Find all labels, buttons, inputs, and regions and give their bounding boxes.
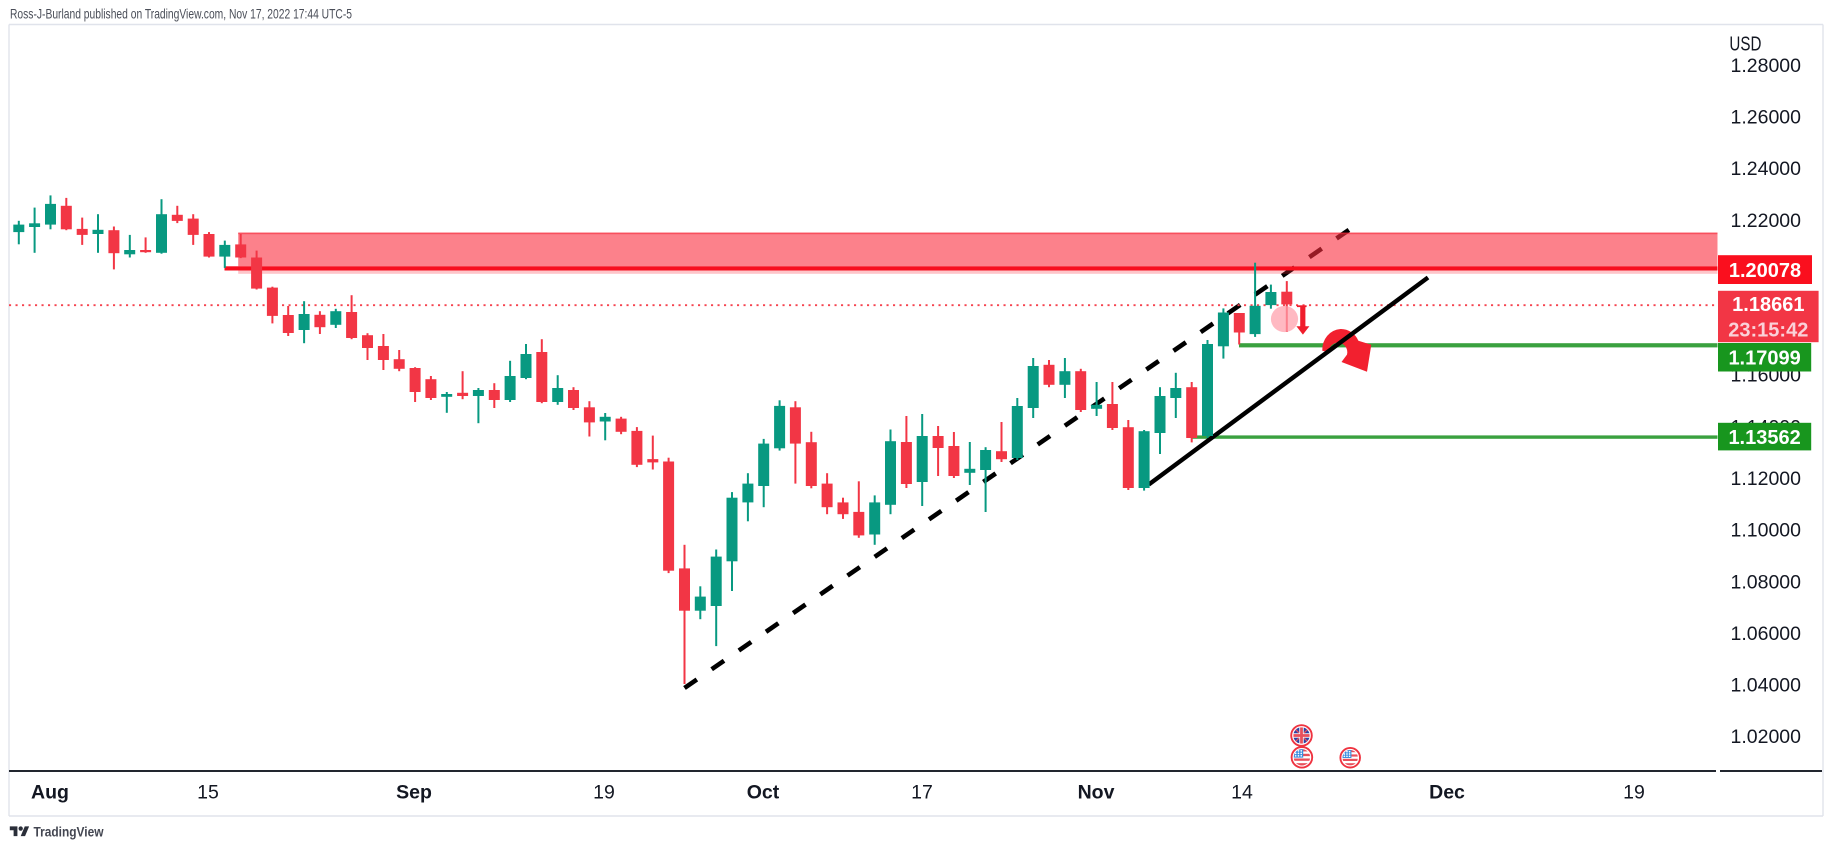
svg-text:19: 19 — [1623, 781, 1645, 803]
svg-text:1.26000: 1.26000 — [1731, 107, 1802, 129]
svg-text:14: 14 — [1231, 781, 1253, 803]
svg-text:1.12000: 1.12000 — [1731, 468, 1802, 490]
svg-text:23:15:42: 23:15:42 — [1728, 319, 1808, 341]
svg-text:1.22000: 1.22000 — [1731, 210, 1802, 232]
svg-text:Dec: Dec — [1429, 781, 1465, 803]
svg-text:1.08000: 1.08000 — [1731, 571, 1802, 593]
svg-text:TradingView: TradingView — [34, 825, 104, 840]
svg-text:1.13562: 1.13562 — [1728, 427, 1800, 449]
svg-text:Sep: Sep — [396, 781, 432, 803]
svg-text:1.20078: 1.20078 — [1729, 260, 1801, 282]
svg-text:1.06000: 1.06000 — [1731, 623, 1802, 645]
svg-text:Aug: Aug — [31, 781, 69, 803]
svg-text:1.10000: 1.10000 — [1731, 520, 1802, 542]
svg-text:1.24000: 1.24000 — [1731, 158, 1802, 180]
svg-text:1.02000: 1.02000 — [1731, 726, 1802, 748]
svg-text:Ross-J-Burland published on Tr: Ross-J-Burland published on TradingView.… — [10, 6, 352, 22]
svg-text:Nov: Nov — [1078, 781, 1115, 803]
svg-text:1.17099: 1.17099 — [1728, 347, 1800, 369]
svg-text:Oct: Oct — [747, 781, 780, 803]
svg-text:17: 17 — [911, 781, 933, 803]
svg-text:1.04000: 1.04000 — [1731, 675, 1802, 697]
svg-text:15: 15 — [197, 781, 219, 803]
svg-text:USD: USD — [1729, 34, 1761, 56]
svg-text:1.28000: 1.28000 — [1731, 55, 1802, 77]
svg-text:19: 19 — [593, 781, 615, 803]
svg-text:1.18661: 1.18661 — [1732, 294, 1804, 316]
